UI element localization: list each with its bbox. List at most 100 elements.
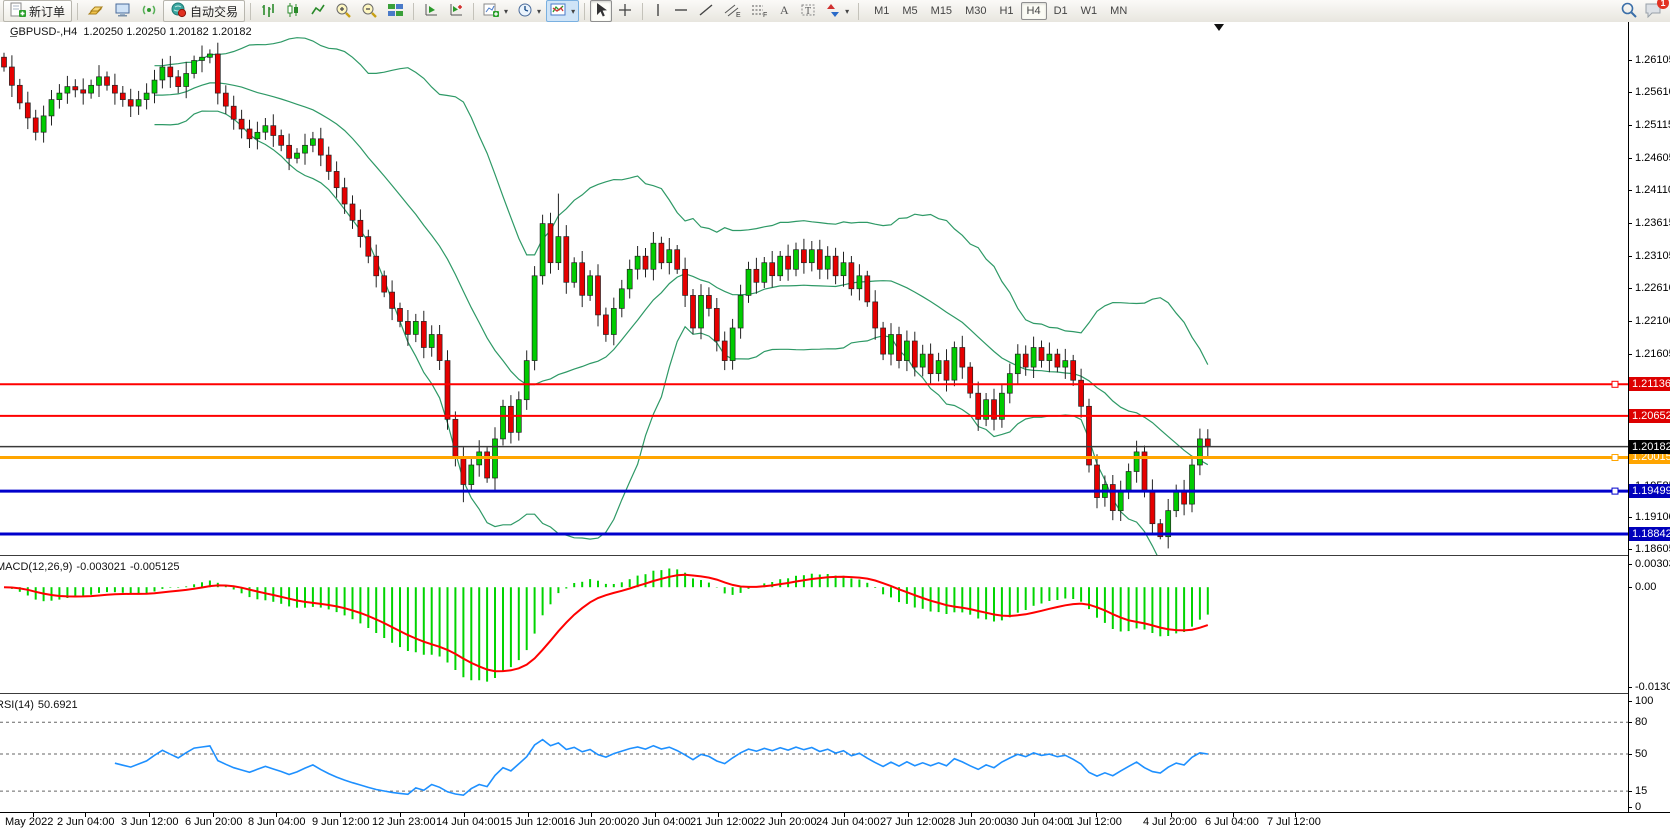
time-tick	[340, 813, 341, 817]
price-label: 1.20652	[1629, 409, 1670, 423]
equidistant-channel-tool[interactable]: E	[719, 0, 745, 22]
timeframe-W1[interactable]: W1	[1080, 5, 1098, 17]
price-label: 1.20182	[1629, 440, 1670, 454]
new-chart-button[interactable]: ▾	[479, 0, 512, 22]
timeframe-M5[interactable]: M5	[902, 5, 918, 17]
scale-tick: -0.013094	[1629, 680, 1670, 694]
time-tick	[528, 813, 529, 817]
trendline-icon	[698, 2, 714, 21]
crosshair-tool-button[interactable]	[613, 0, 637, 22]
timeframe-M1[interactable]: M1	[874, 5, 890, 17]
separator	[584, 2, 586, 20]
time-label: 4 Jul 20:00	[1143, 816, 1197, 828]
timeframe-M15[interactable]: M15	[930, 5, 953, 17]
chart-window[interactable]: GBPUSD-,H4 1.20250 1.20250 1.20182 1.201…	[0, 22, 1670, 830]
fibonacci-tool[interactable]: F	[746, 0, 772, 22]
macd-canvas[interactable]	[0, 558, 1628, 693]
scale-tick: 1.23615	[1629, 216, 1670, 230]
scale-tick: 1.19100	[1629, 510, 1670, 524]
chart-shift-icon	[448, 2, 464, 21]
bar-chart-mode-button[interactable]	[256, 0, 280, 22]
time-label: 28 Jun 20:00	[943, 816, 1007, 828]
market-watch-button[interactable]	[83, 0, 109, 22]
timeframe-group: M1 M5 M15 M30 H1 H4 D1 W1 MN	[868, 2, 1133, 20]
time-label: 15 Jun 12:00	[500, 816, 564, 828]
scale-tick: 80	[1629, 715, 1670, 729]
separator	[473, 2, 475, 20]
indicators-button[interactable]: ▾	[546, 0, 580, 22]
time-label: 6 Jun 20:00	[185, 816, 243, 828]
timeframe-H1[interactable]: H1	[999, 5, 1014, 17]
horizontal-line-icon	[673, 2, 689, 21]
chart-shift-button[interactable]	[444, 0, 468, 22]
separator	[77, 2, 79, 20]
zoom-out-button[interactable]	[357, 0, 382, 22]
search-icon[interactable]	[1620, 1, 1638, 21]
auto-trading-button[interactable]: 自动交易	[163, 0, 246, 22]
time-label: 3 Jun 12:00	[121, 816, 179, 828]
time-tick	[655, 813, 656, 817]
time-tick	[908, 813, 909, 817]
horizontal-line-tool[interactable]	[669, 0, 693, 22]
text-icon: A	[777, 2, 791, 21]
time-label: 16 Jun 20:00	[563, 816, 627, 828]
cursor-tool-button[interactable]	[590, 0, 613, 22]
time-tick	[1233, 813, 1234, 817]
new-chart-icon	[483, 2, 500, 21]
candlestick-mode-button[interactable]	[281, 0, 305, 22]
timeframe-MN[interactable]: MN	[1110, 5, 1128, 17]
zoom-in-icon	[335, 2, 352, 21]
auto-scroll-button[interactable]	[419, 0, 443, 22]
svg-text:E: E	[736, 12, 741, 18]
rsi-panel[interactable]: RSI(14)50.6921	[0, 696, 1628, 812]
cursor-icon	[594, 2, 608, 21]
tile-windows-button[interactable]	[383, 0, 408, 22]
timeframe-H4[interactable]: H4	[1020, 2, 1047, 20]
time-tick	[464, 813, 465, 817]
new-order-label: 新订单	[29, 4, 66, 19]
time-label: 2 Jun 04:00	[57, 816, 115, 828]
time-tick	[276, 813, 277, 817]
vertical-line-tool[interactable]	[648, 0, 668, 22]
scale-tick: 0.003036	[1629, 557, 1670, 571]
ohlc-values: 1.20250 1.20250 1.20182 1.20182	[83, 26, 252, 38]
time-label: 7 Jul 12:00	[1267, 816, 1321, 828]
zoom-out-icon	[361, 2, 378, 21]
time-tick	[591, 813, 592, 817]
new-order-button[interactable]: 新订单	[3, 0, 73, 22]
candlestick-icon	[285, 2, 301, 21]
zoom-in-button[interactable]	[331, 0, 356, 22]
rsi-levels	[0, 721, 1628, 792]
horizontal-lines[interactable]	[0, 380, 1628, 536]
trendline-tool[interactable]	[694, 0, 718, 22]
time-tick	[149, 813, 150, 817]
line-chart-mode-button[interactable]	[306, 0, 330, 22]
candles-layer	[1, 42, 1211, 549]
time-scale[interactable]: May 2022 2 Jun 04:00 3 Jun 12:00 6 Jun 20:0…	[0, 812, 1670, 830]
terminal-button[interactable]	[110, 0, 136, 22]
main-chart-panel[interactable]: GBPUSD-,H4 1.20250 1.20250 1.20182 1.201…	[0, 22, 1628, 555]
signal-button[interactable]	[137, 0, 162, 22]
chart-shift-marker[interactable]	[1214, 24, 1224, 31]
price-scale[interactable]: 1.26105 1.25610 1.25115 1.24605 1.24110 1.236…	[1628, 22, 1670, 813]
arrows-tool[interactable]: ▾	[821, 0, 853, 22]
price-label: 1.18842	[1629, 527, 1670, 541]
time-label: 20 Jun 04:00	[627, 816, 691, 828]
profiles-button[interactable]: ▾	[513, 0, 545, 22]
timeframe-M30[interactable]: M30	[965, 5, 987, 17]
clock-icon	[517, 2, 533, 21]
time-tick	[1034, 813, 1035, 817]
timeframe-D1[interactable]: D1	[1053, 5, 1068, 17]
line-chart-icon	[310, 2, 326, 21]
separator	[858, 2, 860, 20]
scale-tick: 1.18605	[1629, 542, 1670, 556]
price-label: 1.19499	[1629, 484, 1670, 498]
scale-tick: 1.22100	[1629, 314, 1670, 328]
notifications-button[interactable]: 1	[1644, 0, 1669, 21]
text-label-tool[interactable]: T	[796, 0, 820, 22]
macd-panel[interactable]: MACD(12,26,9) -0.003021 -0.005125	[0, 558, 1628, 693]
scale-tick: 1.22610	[1629, 281, 1670, 295]
price-chart-canvas[interactable]	[0, 22, 1628, 555]
rsi-canvas[interactable]	[0, 696, 1628, 812]
text-tool[interactable]: A	[773, 0, 795, 22]
